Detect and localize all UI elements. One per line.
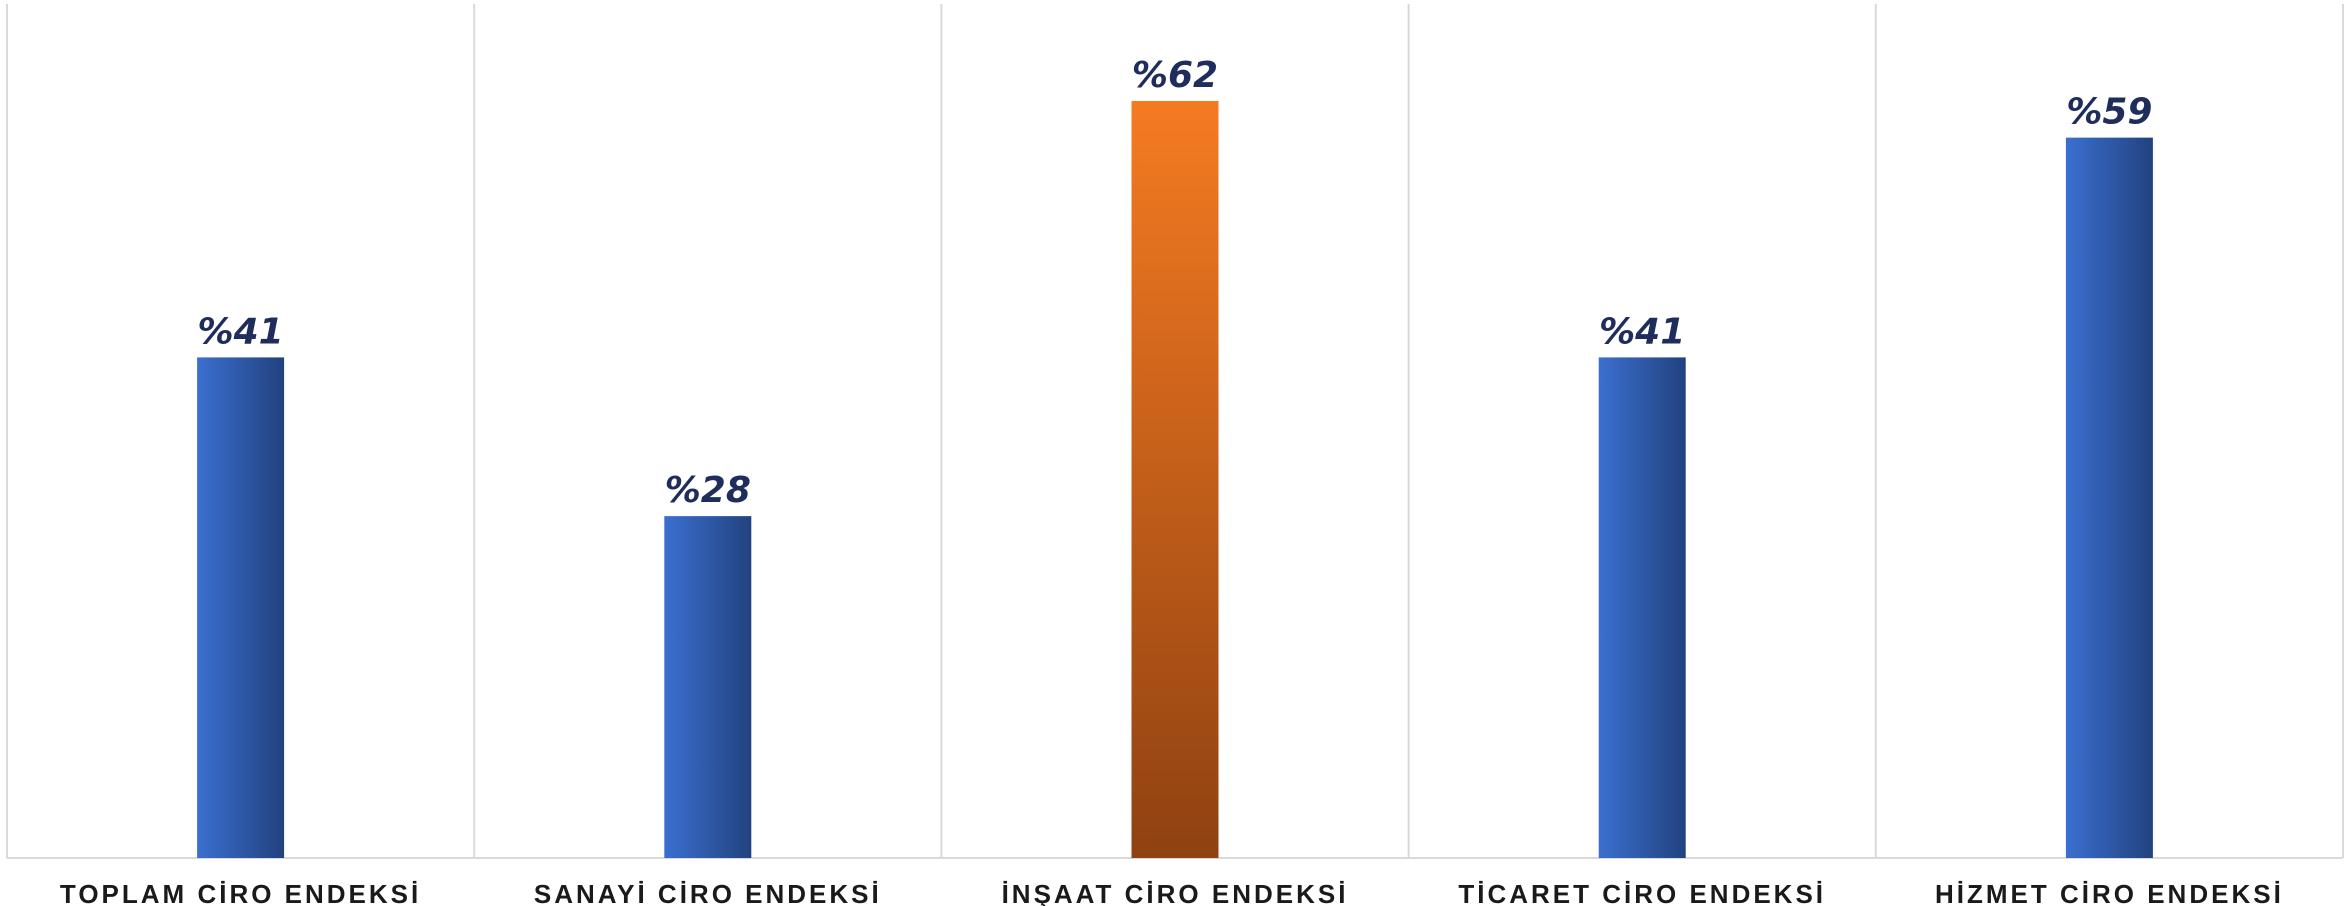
bar <box>2065 137 2153 858</box>
data-label: %41 <box>1599 311 1685 352</box>
x-tick-label: HİZMET CİRO ENDEKSİ <box>1935 879 2284 906</box>
data-label: %59 <box>2066 92 2152 133</box>
data-label: %28 <box>665 470 751 511</box>
value-labels-group: %41 %28 %62 %41 %59 <box>198 55 2153 511</box>
data-label: %41 <box>198 311 284 352</box>
x-tick-label: SANAYİ CİRO ENDEKSİ <box>534 879 882 906</box>
x-tick-label: TOPLAM CİRO ENDEKSİ <box>60 879 421 906</box>
bar <box>664 516 752 858</box>
data-label: %62 <box>1132 55 1218 96</box>
bar <box>1131 101 1219 858</box>
category-labels-group: TOPLAM CİRO ENDEKSİ SANAYİ CİRO ENDEKSİ İN… <box>60 879 2284 906</box>
bars-group <box>197 101 2153 858</box>
x-tick-label: İNŞAAT CİRO ENDEKSİ <box>1002 879 1349 906</box>
x-tick-label: TİCARET CİRO ENDEKSİ <box>1458 879 1826 906</box>
bar <box>1598 357 1686 858</box>
bar <box>197 357 285 858</box>
